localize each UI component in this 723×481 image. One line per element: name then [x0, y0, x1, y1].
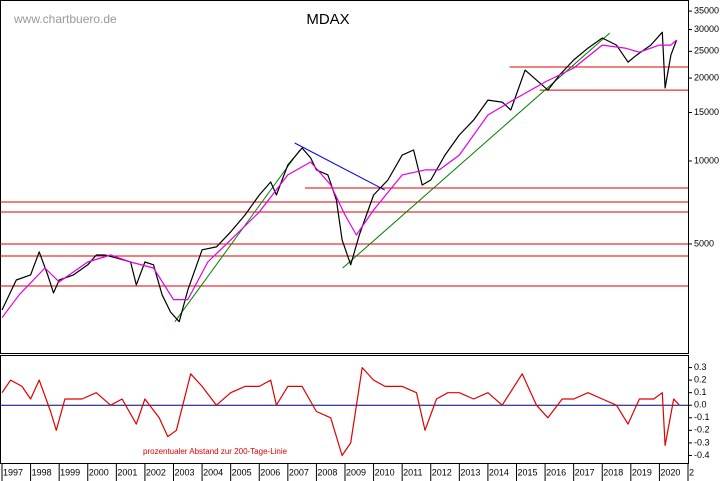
x-tick-label: 2000 — [89, 467, 109, 477]
series-line — [1, 31, 678, 323]
y-tick-label: -0.2 — [694, 425, 710, 435]
y-tick-label: 25000 — [694, 46, 719, 56]
x-tick-label: 2018 — [603, 467, 623, 477]
x-tick-label: 1999 — [60, 467, 80, 477]
x-tick-label: 2020 — [660, 467, 680, 477]
x-tick-label: 2004 — [203, 467, 223, 477]
trendline — [342, 32, 611, 269]
x-tick-label: 1998 — [32, 467, 52, 477]
panel-label: prozentualer Abstand zur 200-Tage-Linie — [143, 447, 288, 456]
x-tick-label: 2009 — [346, 467, 366, 477]
y-tick-label: 20000 — [694, 72, 719, 82]
x-tick-label: 2006 — [260, 467, 280, 477]
lower-frame — [0, 355, 689, 464]
x-tick-label: 2016 — [546, 467, 566, 477]
x-tick-label: 2 — [689, 467, 694, 477]
x-tick-label: 2011 — [403, 467, 422, 477]
x-tick-label: 2005 — [232, 467, 252, 477]
y-tick-label: 10000 — [694, 155, 719, 165]
x-tick-label: 2010 — [375, 467, 395, 477]
upper-frame — [0, 0, 689, 354]
x-tick-label: 2003 — [175, 467, 195, 477]
trendline — [174, 149, 301, 322]
y-tick-label: 30000 — [694, 24, 719, 34]
y-tick-label: -0.3 — [694, 437, 710, 447]
y-tick-label: 15000 — [694, 107, 719, 117]
y-tick-label: 0.2 — [694, 374, 707, 384]
x-tick-label: 2019 — [632, 467, 652, 477]
y-tick-label: 0.3 — [694, 362, 707, 372]
x-tick-label: 2008 — [317, 467, 337, 477]
x-tick-label: 2013 — [460, 467, 480, 477]
series-line — [1, 367, 680, 457]
trendline — [294, 142, 385, 191]
y-tick-label: 35000 — [694, 5, 719, 15]
x-tick-label: 2014 — [489, 467, 509, 477]
watermark: www.chartbuero.de — [13, 12, 117, 26]
x-tick-label: 2012 — [432, 467, 452, 477]
chart-title: MDAX — [306, 11, 349, 28]
x-tick-label: 2007 — [289, 467, 309, 477]
y-tick-label: -0.1 — [694, 412, 710, 422]
y-tick-label: 0.1 — [694, 387, 707, 397]
x-tick-label: 2015 — [518, 467, 538, 477]
x-tick-label: 2002 — [146, 467, 166, 477]
x-tick-label: 1997 — [3, 467, 23, 477]
series-line — [1, 39, 678, 319]
x-tick-label: 2001 — [117, 467, 137, 477]
y-tick-label: 5000 — [694, 238, 714, 248]
y-tick-label: 0.0 — [694, 400, 707, 410]
x-tick-label: 2017 — [575, 467, 595, 477]
y-tick-label: -0.4 — [694, 450, 710, 460]
